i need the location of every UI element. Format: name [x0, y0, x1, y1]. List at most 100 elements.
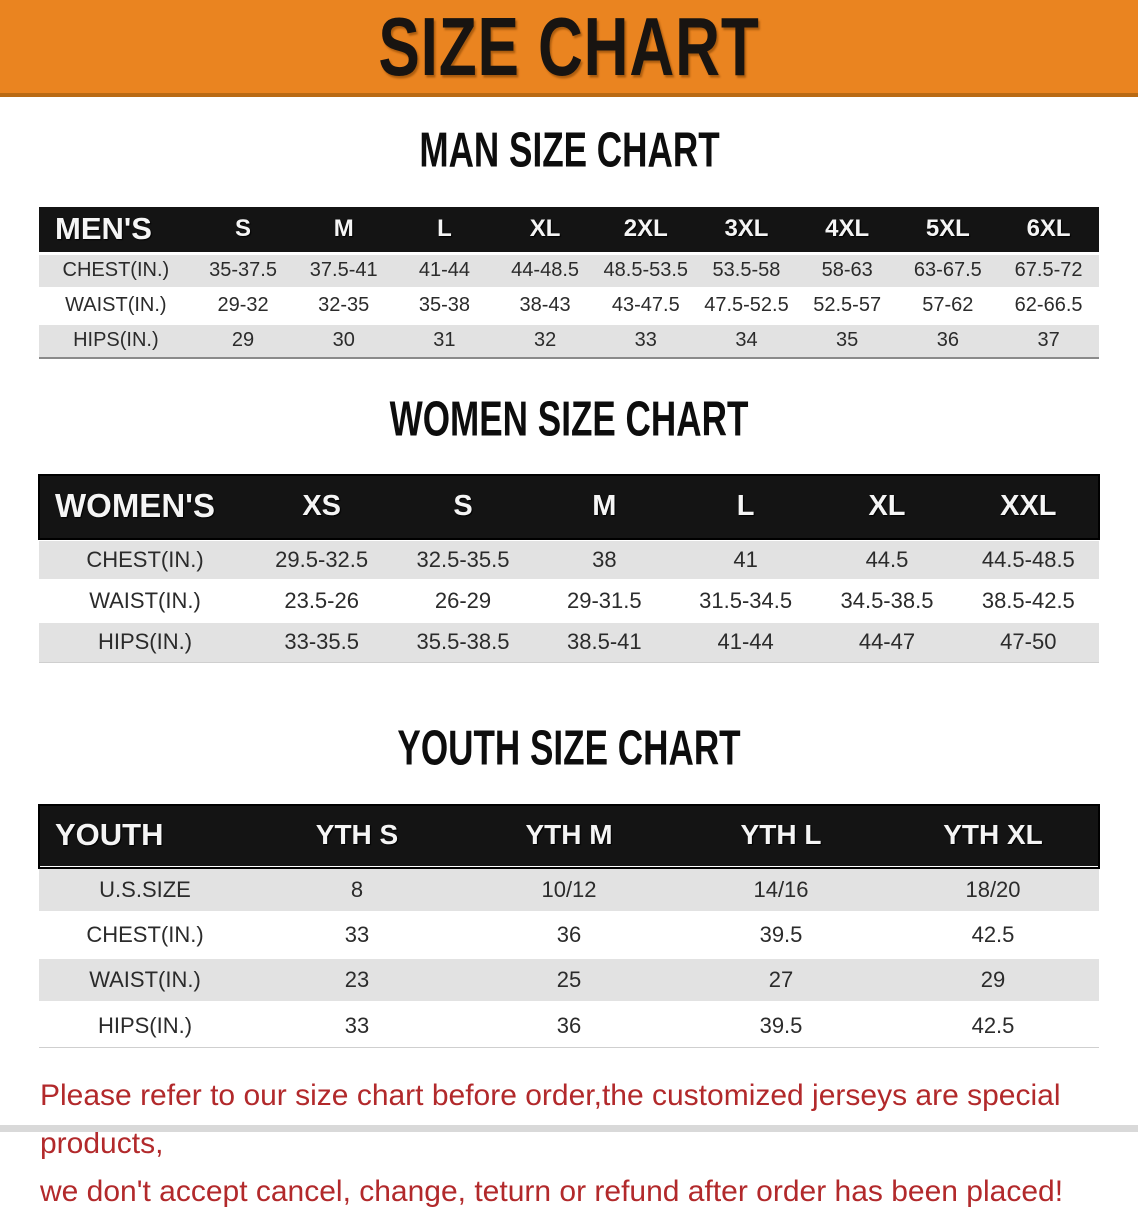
youth-size-chart-heading: YOUTH SIZE CHART: [0, 718, 1138, 783]
measurement-row: HIPS(IN.) 33-35.5 35.5-38.5 38.5-41 41-44 44-…: [39, 619, 1099, 662]
size-value: 37: [998, 321, 1099, 358]
size-value: 52.5-57: [796, 286, 898, 323]
women-size-table: WOMEN'S XS S M L XL XXL CHEST(IN.) 29.5-32.5 32.5…: [38, 474, 1100, 663]
size-value: 35: [796, 321, 898, 358]
size-value: 33: [251, 911, 463, 958]
size-column-header: L: [674, 475, 817, 541]
size-value: 63-67.5: [897, 251, 999, 288]
size-value: 32: [494, 321, 596, 358]
row-label: HIPS(IN.): [39, 619, 251, 662]
size-value: 29: [192, 321, 294, 358]
size-value: 36: [463, 911, 675, 958]
size-value: 29-32: [192, 286, 294, 323]
size-value: 62-66.5: [998, 286, 1099, 323]
size-value: 31.5-34.5: [674, 578, 817, 621]
size-value: 10/12: [463, 866, 675, 913]
size-value: 47.5-52.5: [696, 286, 797, 323]
size-column-header: YTH S: [251, 804, 463, 869]
size-value: 35.5-38.5: [392, 619, 534, 662]
size-value: 32-35: [293, 286, 395, 323]
size-value: 44.5: [816, 537, 958, 580]
size-column-header: YTH L: [675, 804, 887, 869]
size-value: 58-63: [796, 251, 898, 288]
size-value: 38-43: [494, 286, 596, 323]
size-column-header: S: [192, 207, 294, 255]
measurement-row: U.S.SIZE 8 10/12 14/16 18/20: [39, 866, 1099, 913]
order-note-line2: we don't accept cancel, change, teturn o…: [40, 1175, 1064, 1208]
size-value: 33-35.5: [251, 619, 393, 662]
measurement-row: CHEST(IN.) 35-37.5 37.5-41 41-44 44-48.5 48.5…: [39, 251, 1099, 288]
size-column-header: XS: [251, 475, 393, 541]
size-value: 67.5-72: [998, 251, 1099, 288]
size-value: 41-44: [674, 619, 817, 662]
table-header-row: WOMEN'S XS S M L XL XXL: [38, 474, 1100, 541]
size-value: 37.5-41: [293, 251, 395, 288]
table-title-cell: YOUTH: [39, 804, 251, 869]
size-value: 26-29: [392, 578, 534, 621]
size-column-header: XL: [494, 207, 596, 255]
size-column-header: YTH M: [463, 804, 675, 869]
size-value: 38: [533, 537, 675, 580]
table-title-cell: WOMEN'S: [39, 475, 251, 541]
row-label: CHEST(IN.): [39, 537, 251, 580]
women-size-chart-heading-text: WOMEN SIZE CHART: [389, 390, 749, 447]
size-value: 32.5-35.5: [392, 537, 534, 580]
man-size-chart-heading-text: MAN SIZE CHART: [418, 121, 720, 178]
size-value: 38.5-41: [533, 619, 675, 662]
size-value: 25: [463, 956, 675, 1003]
size-value: 31: [394, 321, 495, 358]
size-value: 33: [595, 321, 697, 358]
size-column-header: 2XL: [595, 207, 697, 255]
youth-size-chart-heading-text: YOUTH SIZE CHART: [397, 718, 741, 775]
size-value: 29-31.5: [533, 578, 675, 621]
size-value: 36: [897, 321, 999, 358]
size-column-header: 6XL: [998, 207, 1099, 255]
youth-size-table: YOUTH YTH S YTH M YTH L YTH XL U.S.SIZE 8 10/12…: [38, 803, 1100, 1048]
measurement-row: CHEST(IN.) 29.5-32.5 32.5-35.5 38 41 44.5 44.5…: [39, 537, 1099, 580]
size-column-header: M: [533, 475, 675, 541]
size-value: 47-50: [957, 619, 1099, 662]
order-note: Please refer to our size chart before or…: [40, 1072, 1118, 1216]
table-title-cell: MEN'S: [39, 207, 193, 255]
size-value: 23: [251, 956, 463, 1003]
size-value: 53.5-58: [696, 251, 797, 288]
size-value: 35-38: [394, 286, 495, 323]
banner-title: SIZE CHART: [378, 0, 760, 93]
size-value: 29: [887, 956, 1099, 1003]
size-value: 34.5-38.5: [816, 578, 958, 621]
size-value: 18/20: [887, 866, 1099, 913]
row-label: WAIST(IN.): [39, 578, 251, 621]
row-label: HIPS(IN.): [39, 1001, 251, 1048]
size-column-header: 5XL: [897, 207, 999, 255]
size-value: 42.5: [887, 1001, 1099, 1048]
size-value: 35-37.5: [192, 251, 294, 288]
table-header-row: MEN'S S M L XL 2XL 3XL 4XL 5XL 6XL: [39, 207, 1099, 255]
row-label: CHEST(IN.): [39, 251, 193, 288]
bottom-edge-strip: [0, 1125, 1138, 1132]
size-column-header: S: [392, 475, 534, 541]
men-size-table: MEN'S S M L XL 2XL 3XL 4XL 5XL 6XL CHEST(IN.) 35-37…: [39, 207, 1099, 359]
size-value: 39.5: [675, 911, 887, 958]
size-value: 36: [463, 1001, 675, 1048]
size-column-header: 3XL: [696, 207, 797, 255]
measurement-row: WAIST(IN.) 23 25 27 29: [39, 956, 1099, 1003]
size-value: 44-47: [816, 619, 958, 662]
measurement-row: HIPS(IN.) 29 30 31 32 33 34 35 36 37: [39, 321, 1099, 358]
row-label: HIPS(IN.): [39, 321, 193, 358]
size-value: 38.5-42.5: [957, 578, 1099, 621]
size-value: 30: [293, 321, 395, 358]
size-value: 14/16: [675, 866, 887, 913]
size-column-header: 4XL: [796, 207, 898, 255]
size-value: 43-47.5: [595, 286, 697, 323]
table-header-row: YOUTH YTH S YTH M YTH L YTH XL: [38, 803, 1100, 869]
size-value: 41: [674, 537, 817, 580]
size-value: 8: [251, 866, 463, 913]
size-value: 23.5-26: [251, 578, 393, 621]
size-value: 29.5-32.5: [251, 537, 393, 580]
size-column-header: L: [394, 207, 495, 255]
size-value: 57-62: [897, 286, 999, 323]
size-value: 48.5-53.5: [595, 251, 697, 288]
size-value: 27: [675, 956, 887, 1003]
women-size-chart-heading: WOMEN SIZE CHART: [0, 390, 1138, 454]
size-value: 33: [251, 1001, 463, 1048]
